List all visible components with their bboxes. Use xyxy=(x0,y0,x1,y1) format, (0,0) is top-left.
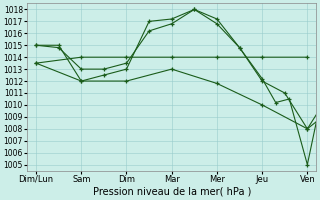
X-axis label: Pression niveau de la mer( hPa ): Pression niveau de la mer( hPa ) xyxy=(92,187,251,197)
